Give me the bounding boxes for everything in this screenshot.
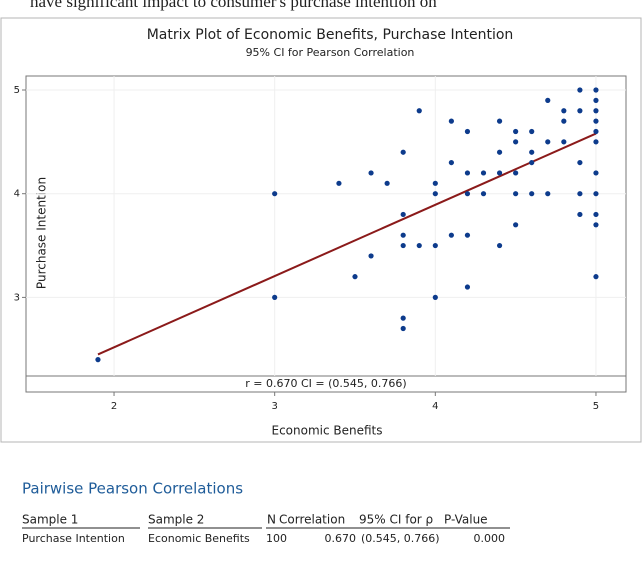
point <box>480 191 487 197</box>
point <box>529 128 535 135</box>
point <box>545 191 551 197</box>
column-header: N <box>267 513 276 527</box>
x-tick-label: 4 <box>432 401 438 412</box>
point <box>593 191 599 197</box>
point <box>272 191 278 197</box>
point <box>577 191 583 197</box>
chart-subtitle: 95% CI for Pearson Correlation <box>246 46 415 59</box>
table-cell: 100 <box>266 532 287 545</box>
column-header: Correlation <box>279 513 345 527</box>
point <box>593 222 599 228</box>
point <box>368 253 374 259</box>
column-header: Sample 2 <box>148 513 204 527</box>
point <box>464 191 471 197</box>
point <box>464 232 471 238</box>
y-tick-label: 4 <box>14 189 20 200</box>
point <box>593 118 599 124</box>
caption: have significant impact to consumer's pu… <box>30 0 437 11</box>
y-tick-label: 3 <box>14 292 20 303</box>
point <box>593 128 599 135</box>
point <box>561 108 567 114</box>
point <box>464 170 471 176</box>
point <box>545 139 551 145</box>
point <box>577 108 583 114</box>
column-header: P-Value <box>444 513 488 527</box>
point <box>529 191 535 197</box>
table-cell: (0.545, 0.766) <box>361 532 440 545</box>
point <box>384 180 390 186</box>
x-tick-label: 2 <box>111 401 117 412</box>
table-cell: Economic Benefits <box>148 532 250 545</box>
plot-frame <box>25 75 627 393</box>
point <box>464 284 471 290</box>
point <box>593 274 599 280</box>
point <box>464 128 471 135</box>
point <box>513 139 519 145</box>
point <box>432 242 438 249</box>
x-tick-label: 3 <box>271 401 277 412</box>
point <box>400 315 406 321</box>
point <box>400 149 406 155</box>
point <box>480 170 487 176</box>
point <box>352 274 358 280</box>
point <box>513 222 519 228</box>
column-header: Sample 1 <box>22 513 78 527</box>
point <box>416 242 422 249</box>
point <box>593 87 599 93</box>
point <box>513 191 519 197</box>
point <box>545 97 551 103</box>
x-tick-label: 5 <box>593 401 599 412</box>
point <box>448 232 454 238</box>
point <box>416 108 422 114</box>
table-cell: 0.670 <box>325 532 357 545</box>
chart-frame <box>0 17 642 443</box>
y-axis-label: Purchase Intention <box>35 177 49 289</box>
point <box>368 170 374 176</box>
table-title: Pairwise Pearson Correlations <box>22 480 243 498</box>
point <box>336 180 342 186</box>
point <box>496 149 503 155</box>
point <box>593 170 599 176</box>
y-tick-label: 5 <box>14 85 20 96</box>
point <box>513 128 519 135</box>
point <box>593 108 599 114</box>
column-header: 95% CI for ρ <box>359 513 433 527</box>
point <box>400 232 406 238</box>
point <box>577 159 583 166</box>
point <box>496 170 503 176</box>
point <box>432 191 438 197</box>
point <box>529 149 535 155</box>
point <box>593 97 599 103</box>
point <box>513 170 519 176</box>
table-cell: 0.000 <box>474 532 506 545</box>
annotation: r = 0.670 CI = (0.545, 0.766) <box>245 377 406 390</box>
point <box>529 159 535 166</box>
point <box>561 118 567 124</box>
point <box>400 211 406 218</box>
point <box>577 211 583 218</box>
point <box>577 87 583 93</box>
point <box>593 139 599 145</box>
point <box>448 159 454 166</box>
table-cell: Purchase Intention <box>22 532 125 545</box>
point <box>272 294 278 300</box>
point <box>496 242 503 249</box>
fit-line <box>97 132 597 356</box>
point <box>432 180 438 186</box>
point <box>448 118 454 124</box>
point <box>593 211 599 218</box>
point <box>400 242 406 249</box>
point <box>432 294 438 300</box>
x-axis-label: Economic Benefits <box>271 424 382 438</box>
chart-title: Matrix Plot of Economic Benefits, Purcha… <box>147 27 514 43</box>
point <box>496 118 503 124</box>
point <box>400 325 406 332</box>
point <box>561 139 567 145</box>
point <box>95 357 101 363</box>
